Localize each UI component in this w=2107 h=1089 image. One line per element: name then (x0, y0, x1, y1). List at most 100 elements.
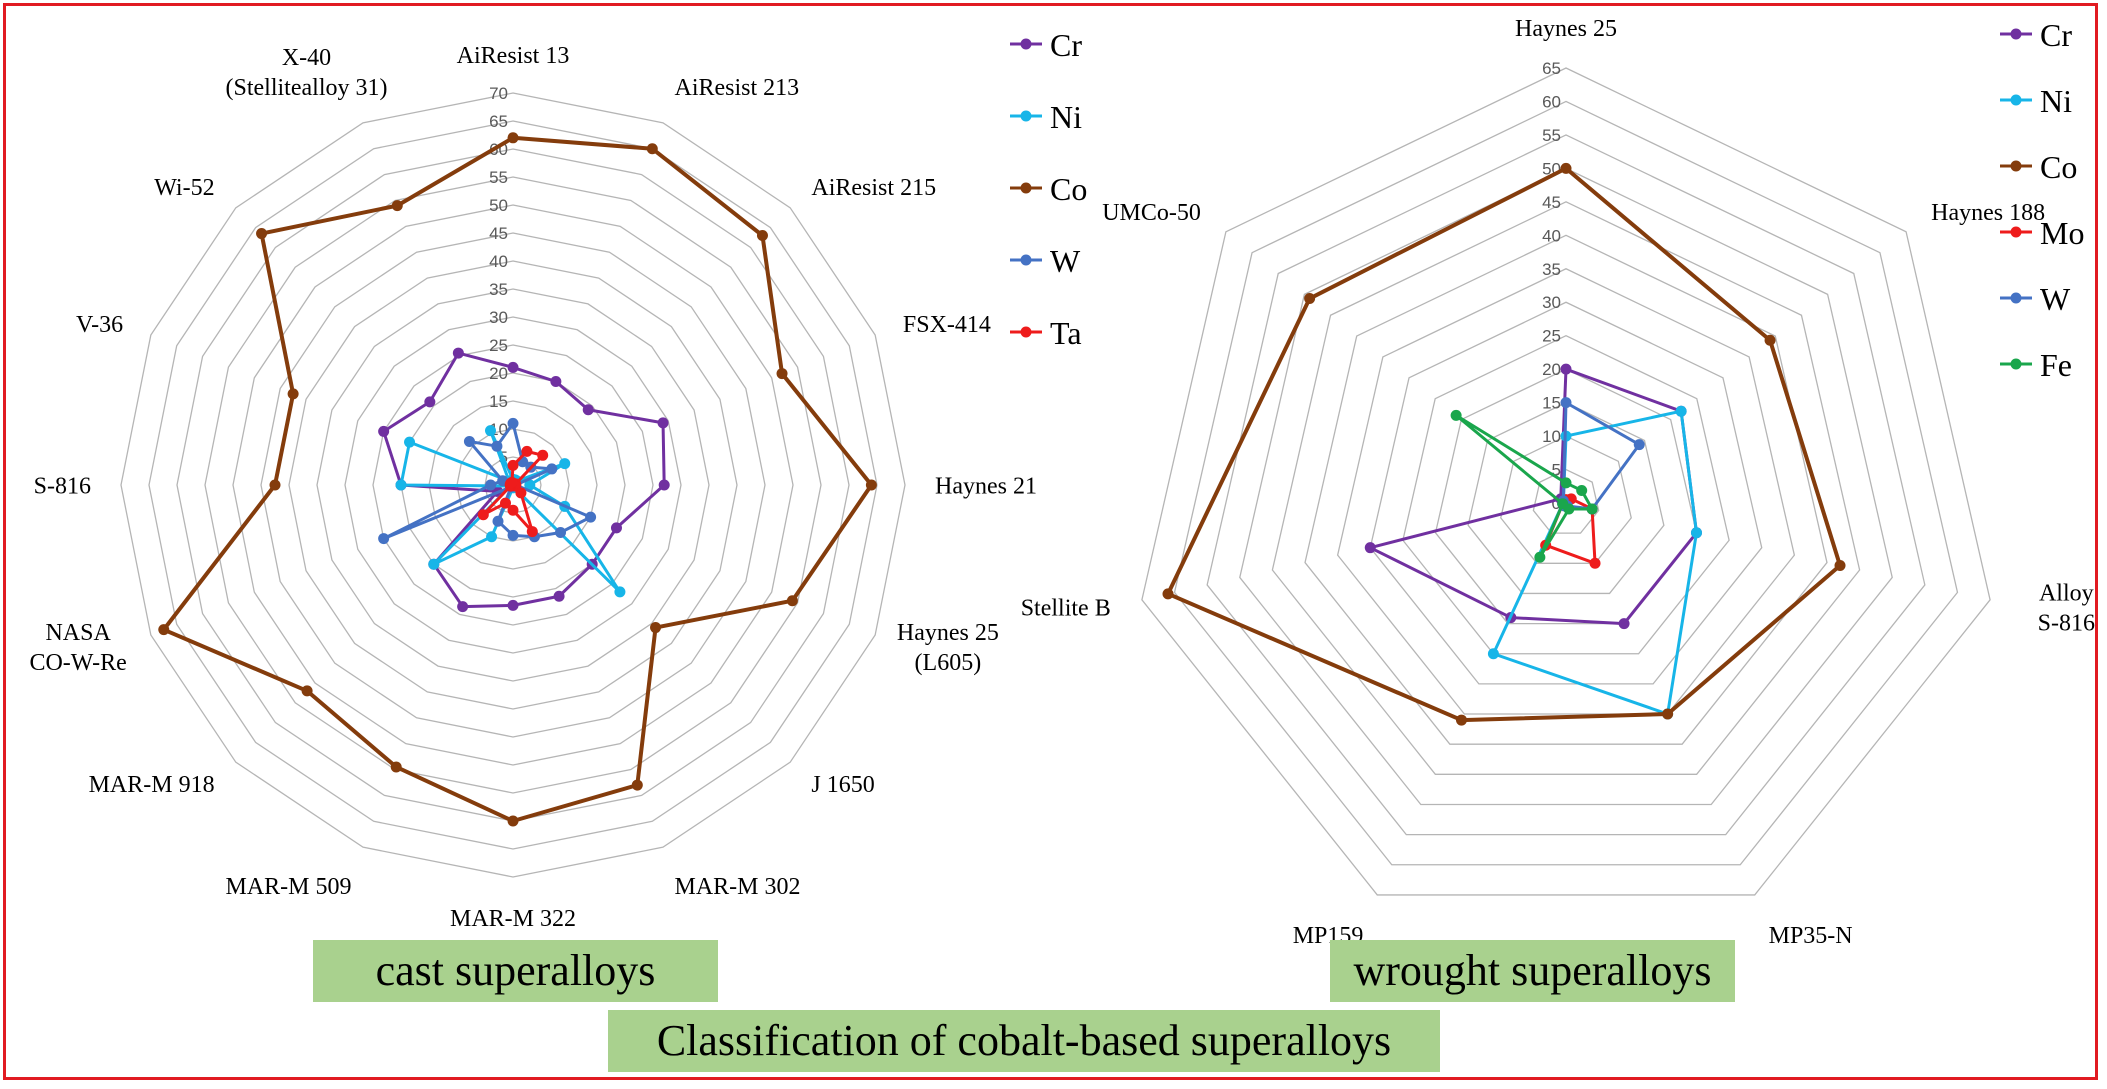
legend-label: Ta (1050, 315, 1082, 351)
data-point (391, 200, 403, 212)
tick-label: 45 (1542, 193, 1561, 212)
grid-ring (1467, 401, 1665, 595)
legend-label: Cr (2040, 17, 2072, 53)
data-point (507, 459, 519, 471)
radar-chart-cast: 0510152025303540455055606570AiResist 13A… (29, 27, 1087, 932)
data-point (1487, 648, 1499, 660)
data-point (555, 527, 567, 539)
tick-label: 25 (1542, 327, 1561, 346)
grid-ring (1206, 134, 1926, 836)
tick-label: 60 (1542, 92, 1561, 111)
data-point (1690, 527, 1702, 539)
data-point (537, 449, 549, 461)
category-label: MAR-M 302 (674, 874, 800, 900)
data-point (507, 815, 519, 827)
data-point (650, 622, 662, 634)
category-label: Haynes 21 (935, 473, 1037, 499)
grid-ring (260, 232, 766, 738)
grid-ring (1141, 67, 1991, 896)
data-point (610, 522, 622, 534)
category-label: MAR-M 322 (450, 906, 576, 932)
legend-item-w: W (1010, 243, 1081, 279)
tick-label: 40 (1542, 226, 1561, 245)
grid-ring (456, 428, 570, 542)
legend-label: Ni (1050, 99, 1082, 135)
grid-ring (120, 92, 906, 878)
grid-ring (288, 260, 738, 710)
tick-label: 20 (1542, 360, 1561, 379)
category-label: Wi-52 (154, 175, 214, 201)
data-point (428, 558, 440, 570)
grid-ring (428, 400, 598, 570)
data-point (1560, 162, 1572, 174)
grid-ring (316, 288, 710, 682)
data-point (463, 435, 475, 447)
data-point (1364, 542, 1376, 554)
data-point (404, 436, 416, 448)
legend-label: Co (1050, 171, 1087, 207)
legend-label: Mo (2040, 215, 2084, 251)
tick-label: 0 (1552, 494, 1561, 513)
legend-marker (2010, 226, 2022, 238)
grid-ring (1271, 201, 1861, 775)
data-point (269, 479, 281, 491)
legend-marker (2010, 358, 2022, 370)
red-frame (3, 3, 2098, 1080)
series-line (1166, 166, 1843, 723)
category-label: V-36 (76, 312, 123, 338)
legend-marker (2010, 292, 2022, 304)
data-point (486, 531, 498, 543)
data-point (158, 624, 170, 636)
cast-caption: cast superalloys (313, 940, 718, 1002)
legend-item-mo: Mo (2000, 215, 2084, 251)
grid-ring (1369, 301, 1763, 685)
data-point (526, 526, 538, 538)
category-label: X-40 (282, 45, 331, 71)
data-point (1560, 477, 1572, 489)
tick-label: 35 (1542, 260, 1561, 279)
series-line (1561, 401, 1641, 511)
tick-label: 35 (489, 280, 508, 299)
legend-item-co: Co (1010, 171, 1087, 207)
tick-label: 15 (489, 392, 508, 411)
category-label: CO-W-Re (29, 650, 126, 676)
data-point (507, 132, 519, 144)
data-point (484, 425, 496, 437)
series-fe (1450, 409, 1598, 563)
data-point (457, 601, 469, 613)
data-point (507, 417, 519, 429)
grid-ring (344, 316, 682, 654)
legend-item-cr: Cr (2000, 17, 2072, 53)
grid-ring (1434, 368, 1698, 625)
data-point (524, 479, 536, 491)
data-point (553, 590, 565, 602)
grid-ring (1336, 268, 1796, 715)
data-point (631, 779, 643, 791)
data-point (507, 361, 519, 373)
data-point (582, 404, 594, 416)
data-point (395, 479, 407, 491)
category-label: Haynes 188 (1931, 200, 2045, 226)
legend-marker (1020, 110, 1032, 122)
tick-label: 50 (489, 196, 508, 215)
legend-marker (1020, 326, 1032, 338)
data-point (515, 487, 527, 499)
data-point (1618, 618, 1630, 630)
legend-marker (1020, 38, 1032, 50)
legend-label: W (1050, 243, 1081, 279)
category-label: MAR-M 918 (89, 772, 215, 798)
tick-label: 45 (489, 224, 508, 243)
category-label: (Stellitealloy 31) (226, 75, 388, 101)
category-label: MP35-N (1769, 923, 1853, 949)
data-point (477, 509, 489, 521)
data-point (1576, 484, 1588, 496)
data-point (1450, 409, 1462, 421)
series-ta (477, 445, 549, 538)
data-point (1589, 557, 1601, 569)
grid-ring (1532, 468, 1600, 534)
legend-item-cr: Cr (1010, 27, 1082, 63)
data-point (1304, 293, 1316, 305)
legend-item-ni: Ni (2000, 83, 2072, 119)
data-point (506, 476, 518, 488)
